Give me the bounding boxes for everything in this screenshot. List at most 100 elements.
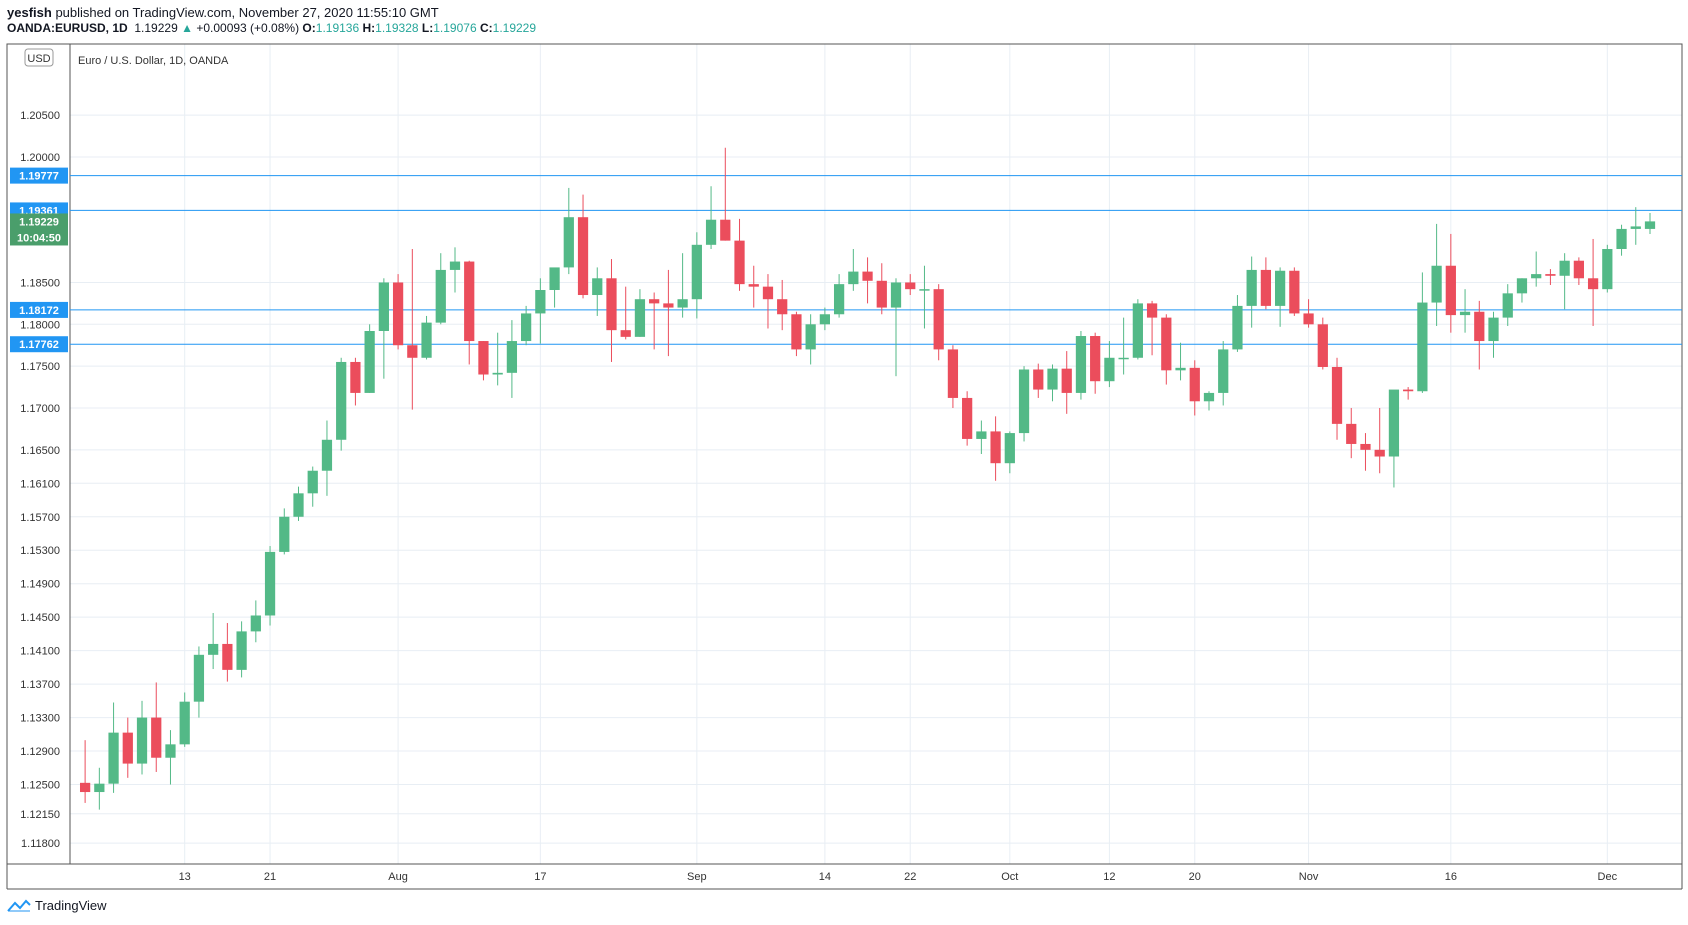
candle-up [1218, 349, 1229, 393]
candle-up [1644, 221, 1656, 229]
candle-down [905, 282, 916, 290]
up-arrow-icon: ▲ [181, 21, 193, 35]
x-tick-label: 20 [1189, 871, 1201, 883]
candle-up [691, 244, 702, 300]
candle-down [1090, 336, 1101, 382]
x-tick-label: 16 [1445, 871, 1457, 883]
candle-up [1274, 270, 1286, 306]
candle-down [862, 271, 873, 281]
candle-down [620, 330, 631, 337]
high-value: 1.19328 [375, 21, 419, 35]
candle-up [264, 551, 276, 616]
candle-up [634, 299, 646, 337]
y-tick-label: 1.17000 [20, 403, 60, 415]
candle-down [791, 314, 802, 350]
close-value: 1.19229 [492, 21, 537, 35]
y-tick-label: 1.16100 [20, 478, 60, 490]
candle-up [1246, 269, 1257, 306]
candle-down [1289, 270, 1300, 314]
y-tick-label: 1.14100 [20, 646, 60, 658]
candle-down [151, 717, 162, 758]
candle-down [649, 299, 660, 304]
candle-up [307, 470, 318, 494]
author-name[interactable]: yesfish [7, 5, 52, 20]
candle-down [407, 345, 418, 358]
candle-up [94, 783, 105, 793]
candle-up [321, 439, 333, 471]
chart-title: Euro / U.S. Dollar, 1D, OANDA [78, 55, 229, 67]
candle-down [222, 643, 233, 670]
candle-down [1587, 278, 1599, 290]
x-tick-label: Oct [1001, 871, 1018, 883]
candle-down [1303, 313, 1314, 325]
y-tick-label: 1.13300 [20, 713, 60, 725]
candle-up [1417, 302, 1428, 392]
candle-up [1175, 367, 1186, 371]
candle-up [449, 261, 461, 270]
candle-up [805, 324, 816, 350]
tradingview-logo-icon [7, 899, 31, 912]
chart-frame [6, 43, 1683, 865]
candle-down [577, 217, 589, 296]
candle-down [762, 286, 774, 300]
brand-text: TradingView [35, 898, 107, 913]
candle-down [1403, 389, 1414, 392]
candle-down [392, 282, 404, 346]
y-tick-label: 1.15700 [20, 512, 60, 524]
candle-down [1331, 366, 1343, 424]
candle-up [1004, 433, 1015, 464]
candle-up [136, 717, 148, 764]
candle-down [962, 397, 973, 439]
candle-down [947, 349, 959, 398]
y-tick-label: 1.11800 [21, 838, 60, 850]
candle-up [549, 267, 560, 290]
candle-up [1132, 303, 1143, 358]
last-price-tag [10, 213, 68, 246]
open-value: 1.19136 [315, 21, 360, 35]
y-tick-label: 1.18000 [20, 319, 60, 331]
candle-up [1118, 357, 1129, 360]
candle-down [1346, 423, 1357, 444]
level-price-tag [10, 301, 68, 318]
candle-up [506, 341, 518, 373]
candle-up [1047, 368, 1058, 390]
candle-down [990, 431, 1001, 464]
candle-up [592, 278, 603, 296]
candle-up [976, 431, 987, 439]
last-price: 1.19229 [134, 21, 178, 35]
candle-up [1630, 226, 1641, 229]
x-tick-label: Aug [388, 871, 408, 883]
candle-up [492, 372, 503, 375]
x-tick-label: 22 [904, 871, 916, 883]
candle-down [606, 278, 617, 331]
x-tick-label: 21 [264, 871, 276, 883]
y-tick-label: 1.20000 [20, 152, 60, 164]
x-tick-label: 14 [819, 871, 831, 883]
candle-up [208, 643, 219, 655]
publish-info: yesfish published on TradingView.com, No… [7, 5, 439, 20]
candle-up [293, 493, 304, 517]
candle-up [378, 282, 389, 331]
tradingview-brand[interactable]: TradingView [7, 898, 107, 913]
candle-up [521, 313, 532, 342]
candle-up [1232, 305, 1243, 350]
candle-down [1474, 311, 1485, 342]
level-price-tag [10, 336, 68, 353]
candle-up [1075, 336, 1087, 393]
y-tick-label: 1.12150 [20, 809, 60, 821]
candle-up [435, 269, 446, 323]
candle-up [250, 615, 261, 632]
candle-up [1559, 260, 1570, 276]
candle-down [734, 240, 745, 285]
y-tick-label: 1.18500 [20, 277, 60, 289]
candle-up [1531, 274, 1542, 279]
symbol-label[interactable]: OANDA:EURUSD, 1D [7, 21, 128, 35]
candle-down [1360, 443, 1371, 450]
candle-down [663, 303, 674, 308]
candle-up [1616, 228, 1627, 249]
candle-down [1374, 449, 1385, 457]
candle-up [421, 322, 432, 358]
candle-up [919, 289, 930, 291]
candle-down [350, 361, 361, 393]
